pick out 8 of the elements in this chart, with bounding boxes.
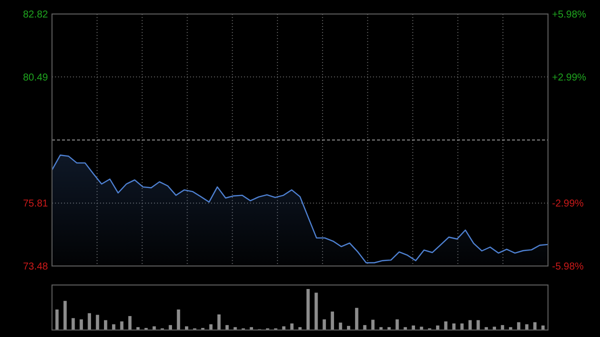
- y-tick-label: 73.48: [22, 262, 48, 272]
- y-tick-label: 75.81: [22, 198, 48, 210]
- y2-tick-label: -5.98%: [552, 262, 584, 272]
- y2-tick-label: +2.99%: [552, 72, 586, 84]
- y2-tick-label: -2.99%: [552, 198, 584, 210]
- y2-tick-label: +5.98%: [552, 10, 586, 20]
- y-tick-label: 80.49: [22, 72, 48, 84]
- y-tick-label: 82.82: [22, 10, 48, 20]
